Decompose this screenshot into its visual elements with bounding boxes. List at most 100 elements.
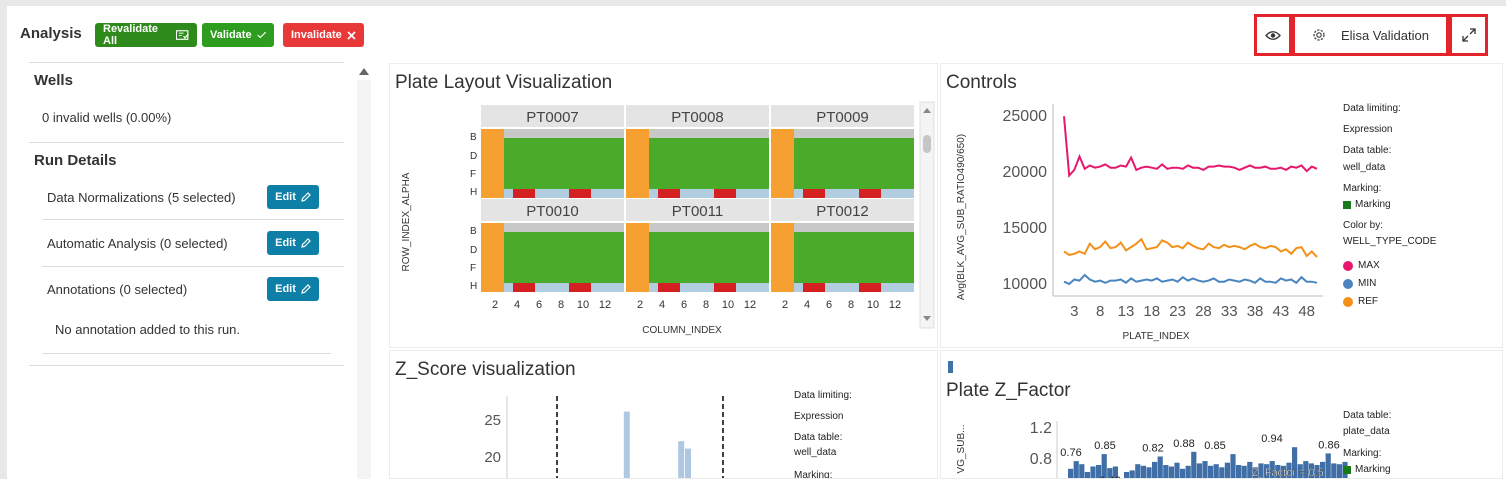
y-tick-label: 20000 [1003, 164, 1048, 181]
histogram-bar [623, 411, 630, 478]
plate-facet-header [771, 105, 914, 127]
zfactor-chart: 0.8 1.2 VG_SUB... 0.76 0.85 0.46 0.82 0.88 0.85 0… [956, 420, 1348, 478]
zfactor-bar [1308, 463, 1314, 478]
x-tick-label: 33 [1221, 303, 1238, 320]
zfactor-data-label: 0.85 [1204, 440, 1225, 452]
y-tick-label: 15000 [1003, 220, 1048, 237]
column-tick-label: 4 [514, 299, 520, 311]
plate-max-cell [859, 283, 881, 292]
zfactor-bar [1241, 465, 1247, 478]
column-tick-label: 12 [744, 299, 756, 311]
zfactor-legend-marking-label: Marking: [1343, 448, 1382, 459]
zfactor-bar [1230, 454, 1236, 478]
scroll-up-arrow-icon [923, 108, 931, 113]
plate-sample-area [649, 138, 769, 189]
edit-data-normalizations-button[interactable]: Edit [267, 185, 319, 209]
zfactor-bar [1163, 465, 1169, 478]
zfactor-bar [1152, 461, 1158, 478]
plate-max-cell [803, 189, 825, 198]
wells-title: Wells [34, 72, 73, 89]
zfactor-bar [1202, 461, 1208, 478]
revalidate-all-label: Revalidate All [103, 23, 159, 47]
row-tick-label: F [470, 169, 476, 180]
zfactor-bar [1297, 464, 1303, 478]
plate-blank-row [504, 129, 624, 138]
column-tick-label: 4 [804, 299, 810, 311]
validate-button[interactable]: Validate [202, 23, 274, 47]
zfactor-bar [1208, 465, 1214, 478]
controls-title: Controls [946, 72, 1017, 93]
zfactor-bar [1224, 462, 1230, 478]
plate-max-cell [569, 189, 591, 198]
visibility-button[interactable] [1254, 14, 1292, 56]
sidebar-item-annotations: Annotations (0 selected) [47, 282, 188, 297]
row-tick-label: D [470, 151, 477, 162]
close-icon [347, 30, 356, 40]
legend-marking-label: Marking: [1343, 183, 1382, 194]
legend-data-limiting-value: Expression [1343, 124, 1393, 135]
edit-label: Edit [275, 237, 296, 249]
plate-min-row [504, 189, 624, 198]
y-tick-label: 10000 [1003, 276, 1048, 293]
zfactor-data-label: 0.82 [1142, 443, 1163, 455]
plate-min-row [794, 283, 914, 292]
zfactor-bar [1124, 472, 1130, 478]
zfactor-bar [1168, 466, 1174, 478]
zfactor-bar [1269, 461, 1275, 478]
legend-series-max-label: MAX [1358, 260, 1380, 271]
plate-facet-header [771, 199, 914, 221]
legend-series-min[interactable]: MIN [1343, 278, 1436, 290]
min-dot [1343, 279, 1353, 289]
legend-series-max[interactable]: MAX [1343, 260, 1436, 272]
zscore-legend-data-table-label: Data table: [794, 432, 843, 443]
plate-ref-column [626, 223, 649, 292]
max-dot [1343, 261, 1353, 271]
zfactor-bar [1325, 453, 1331, 478]
zfactor-bar [1135, 464, 1141, 478]
revalidate-all-button[interactable]: Revalidate All [95, 23, 197, 47]
zfactor-bar [1112, 466, 1118, 478]
x-axis-label: COLUMN_INDEX [642, 325, 722, 336]
zfactor-bar [1252, 467, 1258, 478]
plate-scrollbar [919, 101, 935, 329]
x-tick-label: 23 [1169, 303, 1186, 320]
top-toolbar: Analysis Revalidate All Validate Invalid… [7, 6, 1506, 60]
zfactor-title: Plate Z_Factor [946, 380, 1071, 401]
zfactor-legend-marking-item[interactable]: Marking [1343, 464, 1391, 476]
edit-annotations-button[interactable]: Edit [267, 277, 319, 301]
plate-max-cell [513, 189, 535, 198]
zfactor-bar [1264, 464, 1270, 478]
plate-sample-area [794, 138, 914, 189]
series-line-max [1063, 116, 1318, 178]
x-axis-label: PLATE_INDEX [1122, 331, 1189, 342]
zfactor-legend-data-table-value: plate_data [1343, 426, 1390, 437]
sidebar: Wells 0 invalid wells (0.00%) Run Detail… [7, 60, 367, 479]
legend-marking-item[interactable]: Marking [1343, 199, 1436, 211]
zfactor-panel: Plate Z_Factor 0.8 1.2 VG_SUB... 0.76 0.85 0.… [940, 350, 1503, 479]
x-tick-label: 3 [1070, 303, 1078, 320]
zfactor-bar [1336, 464, 1342, 478]
scroll-up-arrow-icon[interactable] [359, 68, 369, 75]
zscore-legend-data-table-value: well_data [794, 447, 837, 458]
legend-series-ref[interactable]: REF [1343, 296, 1436, 308]
invalidate-button[interactable]: Invalidate [283, 23, 364, 47]
gear-icon [1313, 29, 1325, 41]
edit-automatic-analysis-button[interactable]: Edit [267, 231, 319, 255]
sidebar-scrollbar[interactable] [357, 80, 371, 479]
zfactor-bar [1146, 467, 1152, 478]
plate-sample-area [649, 232, 769, 283]
y-tick-label: 20 [484, 449, 501, 466]
y-tick-label: 1.2 [1030, 420, 1052, 437]
plate-ref-column [771, 129, 794, 198]
legend-series-min-label: MIN [1358, 278, 1377, 289]
histogram-bar [685, 448, 691, 478]
page-title: Analysis [20, 25, 82, 42]
pencil-icon [301, 192, 311, 202]
plate-blank-row [504, 223, 624, 232]
expand-button[interactable] [1449, 14, 1488, 56]
legend-color-by-value: WELL_TYPE_CODE [1343, 236, 1437, 247]
settings-button[interactable]: Elisa Validation [1292, 14, 1449, 56]
sidebar-item-data-normalizations: Data Normalizations (5 selected) [47, 190, 236, 205]
zfactor-bar [1068, 468, 1074, 478]
x-tick-label: 43 [1273, 303, 1290, 320]
